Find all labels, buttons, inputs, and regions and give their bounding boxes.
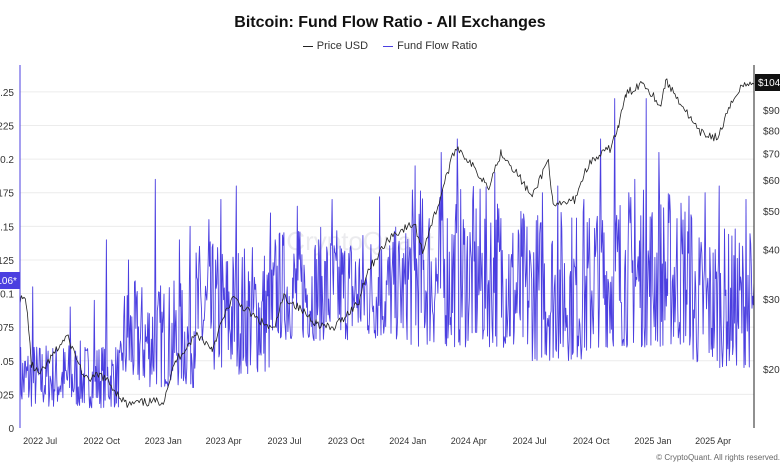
right-axis-ticks: $20 $30 $40 $50 $60 $70 $80 $90 bbox=[763, 106, 780, 376]
left-tick-label: 0.075 bbox=[0, 323, 14, 334]
left-tick-label: 0.175 bbox=[0, 189, 14, 200]
x-tick-label: 2025 Jan bbox=[634, 436, 671, 446]
left-tick-label: 0.05 bbox=[0, 357, 14, 368]
legend-swatch-ffr bbox=[383, 45, 394, 47]
x-tick-label: 2023 Oct bbox=[328, 436, 365, 446]
right-tick-label: $90 bbox=[763, 106, 780, 117]
x-tick-label: 2023 Jul bbox=[268, 436, 302, 446]
left-tick-label: 0.25 bbox=[0, 88, 14, 99]
x-axis-ticks: 2022 Jul 2022 Oct 2023 Jan 2023 Apr 2023 Jul… bbox=[23, 436, 731, 446]
legend-label-price: Price USD bbox=[316, 40, 369, 52]
x-tick-label: 2025 Apr bbox=[695, 436, 731, 446]
right-tick-label: $20 bbox=[763, 365, 780, 376]
x-tick-label: 2024 Oct bbox=[573, 436, 610, 446]
legend-item-price[interactable]: Price USD bbox=[302, 40, 369, 52]
chart-title: Bitcoin: Fund Flow Ratio - All Exchanges bbox=[234, 14, 546, 31]
left-current-value-tag: 0.106* bbox=[0, 272, 20, 289]
fund-flow-ratio-series bbox=[19, 98, 755, 409]
left-tick-label: 0.15 bbox=[0, 222, 14, 233]
legend-label-ffr: Fund Flow Ratio bbox=[397, 40, 478, 52]
left-tick-label: 0.1 bbox=[0, 290, 14, 301]
right-tick-label: $40 bbox=[763, 246, 780, 257]
right-tick-label: $80 bbox=[763, 126, 780, 137]
left-tick-label: 0 bbox=[8, 424, 14, 435]
legend-swatch-price bbox=[302, 45, 313, 47]
fund-flow-ratio-line bbox=[19, 98, 755, 409]
left-axis-ticks: 0 0.025 0.05 0.075 0.1 0.125 0.15 0.175 0.2 0.225… bbox=[0, 88, 14, 435]
left-tick-label: 0.2 bbox=[0, 155, 14, 166]
price-usd-line bbox=[19, 78, 755, 408]
x-tick-label: 2024 Jan bbox=[389, 436, 426, 446]
x-tick-label: 2022 Jul bbox=[23, 436, 57, 446]
x-tick-label: 2024 Apr bbox=[451, 436, 487, 446]
x-tick-label: 2022 Oct bbox=[83, 436, 120, 446]
right-current-value-tag: $104 bbox=[755, 74, 780, 91]
price-series bbox=[19, 78, 755, 408]
right-tick-label: $60 bbox=[763, 176, 780, 187]
x-tick-label: 2023 Apr bbox=[206, 436, 242, 446]
legend-item-ffr[interactable]: Fund Flow Ratio bbox=[383, 40, 477, 52]
left-tick-label: 0.225 bbox=[0, 122, 14, 133]
credit-text: © CryptoQuant. All rights reserved. bbox=[656, 453, 780, 462]
gridlines bbox=[20, 91, 754, 395]
right-tick-label: $30 bbox=[763, 295, 780, 306]
x-tick-label: 2023 Jan bbox=[145, 436, 182, 446]
left-tick-label: 0.025 bbox=[0, 390, 14, 401]
x-tick-label: 2024 Jul bbox=[513, 436, 547, 446]
left-tick-label: 0.125 bbox=[0, 256, 14, 267]
right-tick-label: $70 bbox=[763, 149, 780, 160]
right-current-value: $104 bbox=[758, 78, 780, 89]
right-tick-label: $50 bbox=[763, 207, 780, 218]
chart-legend: Price USD Fund Flow Ratio bbox=[0, 40, 780, 52]
left-current-value: 0.106* bbox=[0, 276, 17, 287]
